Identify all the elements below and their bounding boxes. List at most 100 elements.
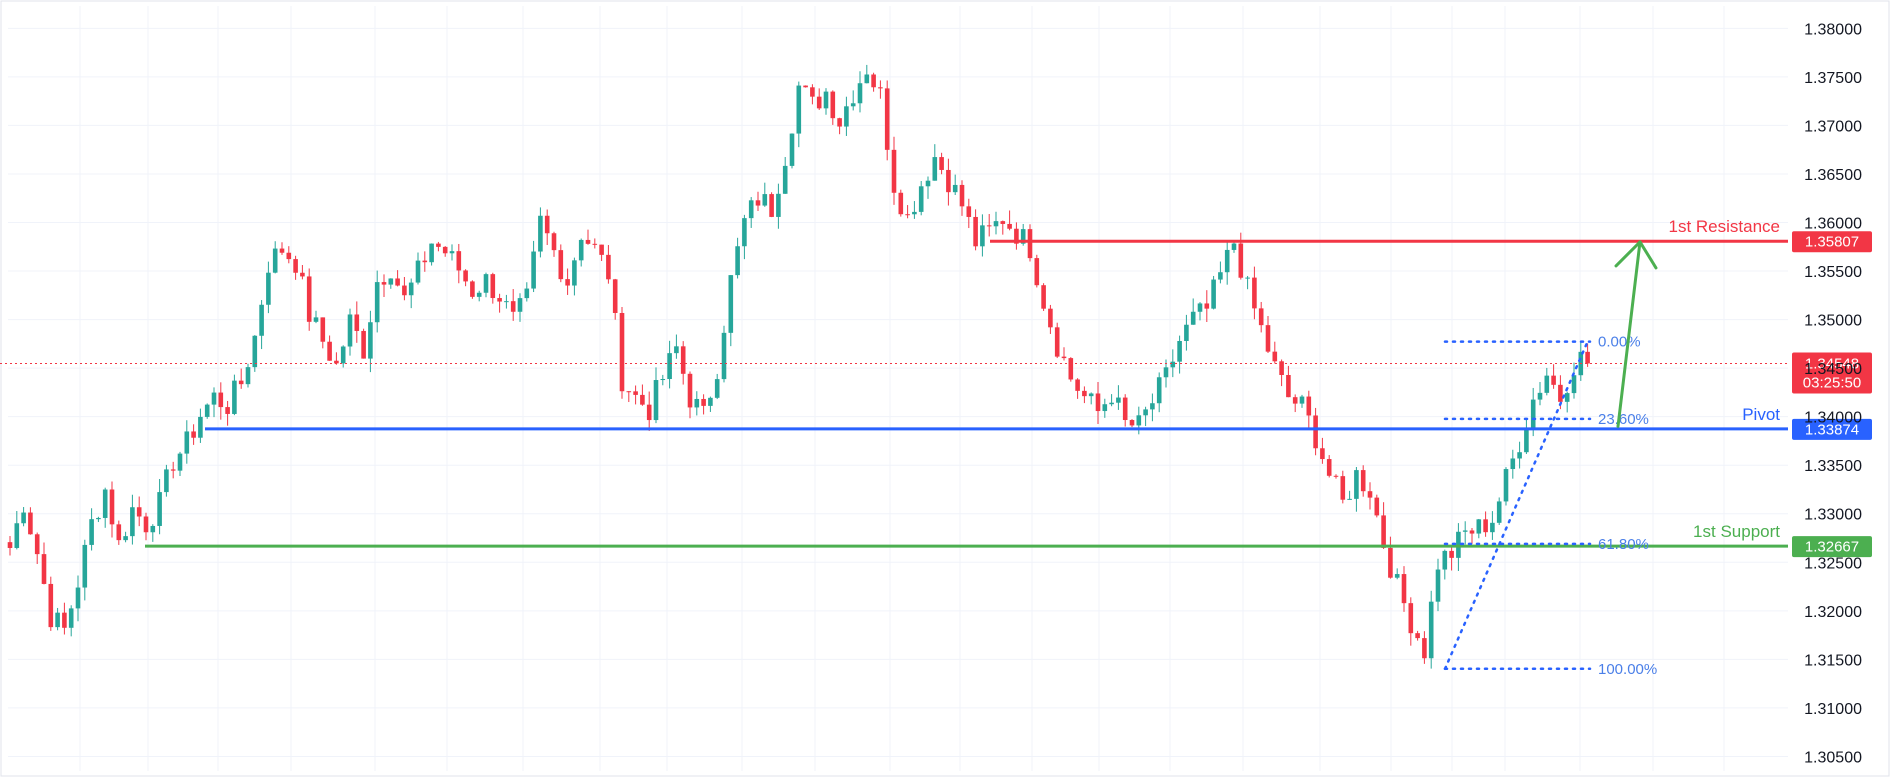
candle-body — [585, 239, 591, 244]
price-tick-label: 1.37000 — [1804, 118, 1862, 135]
candle-body — [1571, 375, 1577, 394]
candle-body — [1238, 243, 1244, 278]
candle-body — [925, 180, 931, 187]
candle-body — [55, 612, 60, 628]
candle-body — [1340, 476, 1346, 500]
current-price-text: 1.34548 — [1805, 355, 1859, 372]
candle-body — [14, 523, 20, 548]
candle-body — [136, 507, 142, 517]
candle-body — [204, 404, 210, 417]
candle-body — [1292, 397, 1298, 404]
candle-body — [510, 301, 516, 312]
candle-body — [232, 380, 237, 414]
candle-body — [694, 398, 700, 408]
candle-body — [143, 516, 149, 533]
candle-body — [327, 341, 332, 361]
price-tick-label: 1.35500 — [1804, 264, 1862, 281]
candle-body — [1490, 522, 1495, 533]
candle-body — [68, 608, 74, 628]
candle-body — [857, 83, 863, 104]
level-price-tag-text: 1.32667 — [1805, 539, 1859, 556]
candle-body — [388, 278, 394, 285]
candle-body — [1170, 361, 1176, 368]
candle-body — [1333, 475, 1339, 477]
candle-body — [612, 279, 618, 313]
candle-body — [1054, 327, 1060, 357]
candle-body — [293, 259, 298, 273]
candle-body — [952, 184, 958, 193]
candle-body — [1000, 221, 1006, 224]
candle-body — [320, 317, 326, 342]
candle-body — [1476, 519, 1482, 534]
candle-body — [1360, 470, 1366, 492]
candle-body — [1483, 519, 1488, 533]
candle-body — [449, 251, 455, 254]
candle-body — [211, 392, 217, 405]
candle-body — [782, 165, 788, 194]
candle-body — [769, 194, 774, 217]
candle-body — [252, 335, 258, 368]
current-price-tag — [1792, 352, 1872, 394]
candle-body — [592, 243, 598, 245]
fib-level-label: 23.60% — [1598, 411, 1649, 428]
candle-body — [646, 404, 652, 421]
candle-body — [687, 373, 693, 408]
fib-level-label: 0.00% — [1598, 334, 1641, 351]
fib-level-label: 100.00% — [1598, 661, 1657, 678]
candle-body — [102, 489, 108, 518]
candle-body — [368, 322, 373, 359]
candle-body — [796, 85, 802, 134]
candle-body — [912, 211, 917, 215]
candle-body — [993, 221, 999, 227]
candle-body — [762, 194, 768, 206]
candle-body — [986, 225, 992, 227]
candle-body — [891, 149, 897, 193]
candle-body — [1442, 550, 1448, 570]
candle-body — [1177, 340, 1182, 362]
candle-body — [728, 275, 734, 333]
candle-body — [1530, 399, 1536, 430]
price-tick-label: 1.38000 — [1804, 21, 1862, 38]
candle-body — [490, 274, 496, 299]
candle-body — [538, 215, 543, 252]
candle-body — [708, 397, 713, 406]
candle-body — [483, 274, 489, 293]
candle-body — [776, 193, 781, 217]
candle-body — [898, 192, 904, 215]
candle-body — [755, 200, 761, 206]
candle-body — [28, 512, 33, 535]
candle-body — [517, 298, 523, 312]
candle-body — [721, 332, 727, 380]
projection-arrow[interactable] — [1616, 240, 1642, 428]
price-tick-label: 1.32500 — [1804, 555, 1862, 572]
candle-body — [966, 206, 972, 217]
candle-body — [1150, 403, 1155, 410]
candle-body — [300, 272, 305, 277]
candle-body — [436, 243, 441, 247]
candle-body — [225, 407, 230, 414]
candle-body — [1136, 415, 1142, 426]
candle-body — [1496, 501, 1502, 523]
candle-body — [1143, 409, 1148, 416]
candle-body — [660, 379, 666, 381]
level-label: Pivot — [1742, 405, 1780, 424]
candle-body — [864, 74, 870, 84]
candle-body — [1075, 379, 1080, 391]
candle-body — [259, 304, 264, 336]
candle-body — [714, 379, 720, 398]
candle-body — [973, 216, 978, 247]
candle-body — [680, 346, 686, 374]
candle-body — [837, 118, 842, 127]
candle-body — [1449, 550, 1454, 558]
candle-body — [667, 353, 672, 380]
price-tick-label: 1.33000 — [1804, 507, 1862, 524]
candle-body — [1265, 325, 1271, 352]
candle-body — [374, 282, 380, 323]
candle-body — [1204, 303, 1210, 309]
candle-body — [415, 260, 421, 283]
fib-trend-line[interactable] — [1443, 340, 1589, 671]
candle-body — [1122, 397, 1128, 421]
